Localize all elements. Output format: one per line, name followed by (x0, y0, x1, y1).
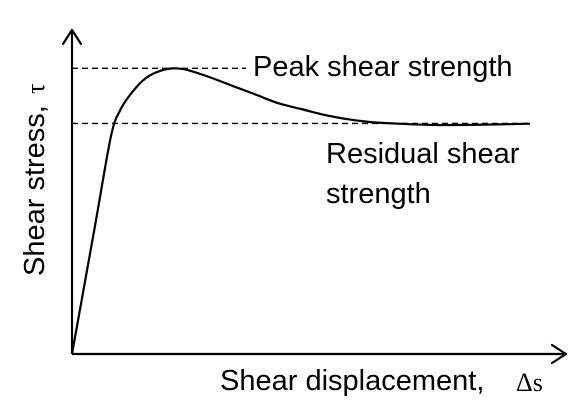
residual-strength-label-line-2: strength (326, 178, 431, 210)
y-axis-label: Shear stress, (19, 105, 51, 276)
x-axis-arrowhead (550, 343, 568, 365)
x-axis-label: Shear displacement, (220, 365, 484, 397)
x-axis-symbol: Δs (516, 368, 543, 397)
y-axis-arrowhead (61, 28, 83, 46)
residual-strength-label-line-1: Residual shear (326, 138, 520, 170)
y-axis-symbol: τ (21, 84, 50, 94)
y-axis-label-group: Shear stress, τ (19, 84, 51, 276)
stress-displacement-curve (70, 67, 531, 355)
peak-strength-label: Peak shear strength (253, 51, 513, 83)
